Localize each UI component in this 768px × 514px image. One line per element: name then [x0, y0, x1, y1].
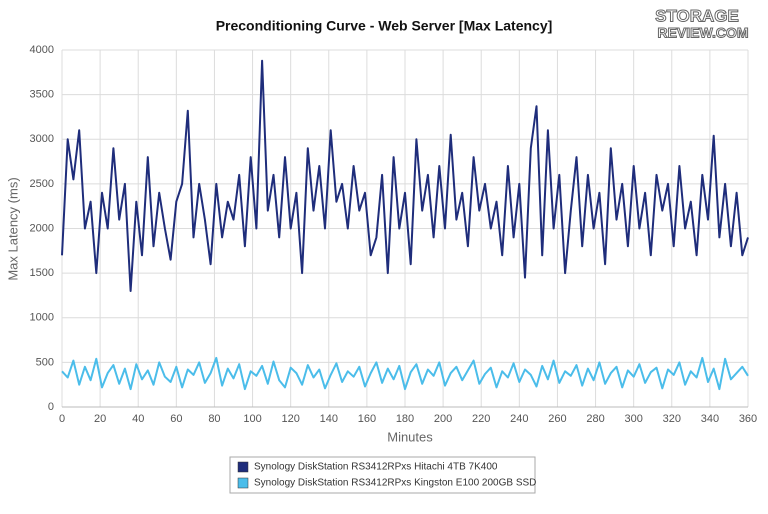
chart-title: Preconditioning Curve - Web Server [Max … — [216, 18, 553, 34]
y-tick-label: 0 — [48, 401, 54, 413]
logo: REVIEW.COM — [657, 25, 748, 41]
x-tick-label: 60 — [170, 413, 182, 425]
y-tick-label: 2000 — [30, 222, 54, 234]
series-line — [61, 356, 749, 391]
y-tick-label: 1500 — [30, 267, 54, 279]
legend-label: Synology DiskStation RS3412RPxs Hitachi … — [254, 462, 498, 473]
legend-swatch — [237, 477, 249, 489]
x-tick-label: 80 — [208, 413, 220, 425]
legend-swatch — [237, 461, 249, 473]
y-tick-label: 1000 — [30, 312, 54, 324]
series-line — [61, 59, 749, 292]
x-tick-label: 300 — [624, 413, 642, 425]
x-tick-label: 200 — [434, 413, 452, 425]
x-tick-label: 220 — [472, 413, 490, 425]
x-tick-label: 120 — [281, 413, 299, 425]
y-tick-label: 500 — [36, 356, 54, 368]
x-tick-label: 240 — [510, 413, 528, 425]
x-tick-label: 320 — [663, 413, 681, 425]
y-tick-label: 3500 — [30, 89, 54, 101]
y-tick-label: 3000 — [30, 133, 54, 145]
y-tick-label: 2500 — [30, 178, 54, 190]
logo: STORAGE — [655, 6, 739, 25]
x-tick-label: 100 — [243, 413, 261, 425]
x-tick-label: 180 — [396, 413, 414, 425]
legend — [229, 456, 536, 494]
x-tick-label: 340 — [701, 413, 719, 425]
legend-label: Synology DiskStation RS3412RPxs Kingston… — [254, 478, 536, 489]
x-tick-label: 160 — [358, 413, 376, 425]
x-tick-label: 0 — [59, 413, 65, 425]
x-tick-label: 260 — [548, 413, 566, 425]
x-tick-label: 40 — [132, 413, 144, 425]
y-tick-label: 4000 — [30, 44, 54, 56]
x-tick-label: 140 — [320, 413, 338, 425]
y-axis-label: Max Latency (ms) — [5, 177, 20, 280]
x-tick-label: 360 — [739, 413, 757, 425]
x-axis-label: Minutes — [387, 429, 433, 444]
x-tick-label: 280 — [586, 413, 604, 425]
x-tick-label: 20 — [94, 413, 106, 425]
